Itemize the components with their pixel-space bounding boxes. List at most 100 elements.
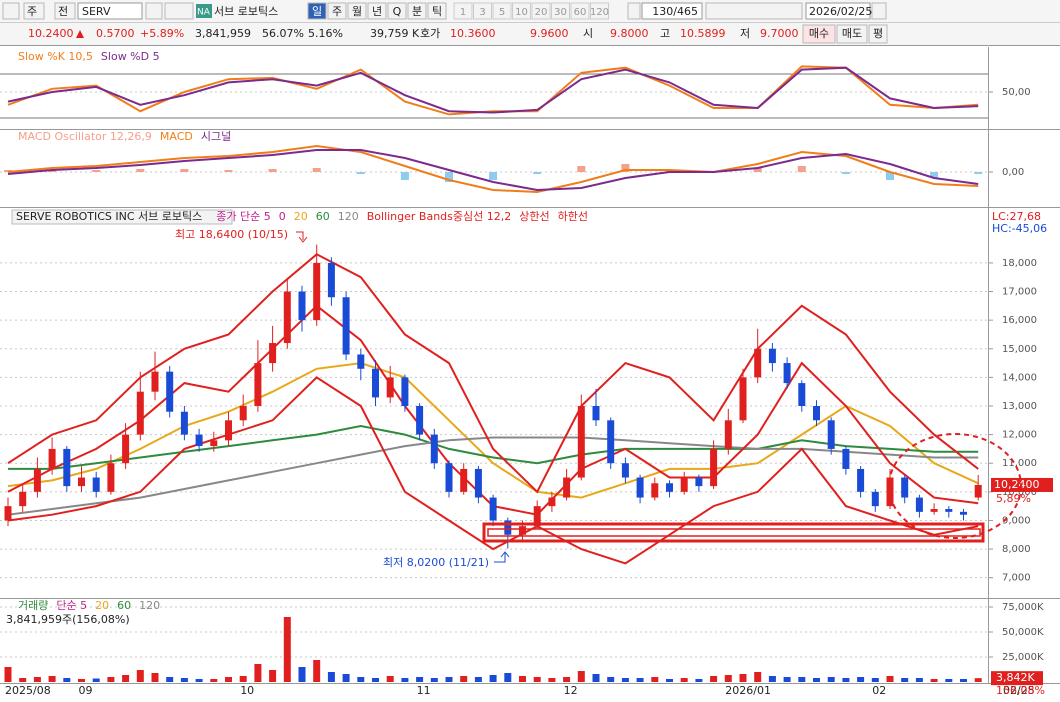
candle-body — [401, 377, 409, 406]
label: 고 — [660, 27, 670, 40]
volume-bar — [239, 676, 247, 682]
x-tick-label: 12 — [564, 684, 578, 697]
menu-icon[interactable] — [2, 2, 20, 20]
volume-bar — [63, 678, 71, 682]
volume-bar — [401, 678, 409, 682]
label: 저 — [740, 27, 750, 40]
order-button[interactable] — [802, 24, 836, 44]
order-button[interactable] — [868, 24, 888, 44]
volume-bar — [269, 670, 277, 682]
candle-body — [798, 383, 806, 406]
period-buttons: 일 주 월 년 Q 분 틱 1 3 5 10 20 30 60 120 — [307, 2, 609, 20]
market-select[interactable] — [23, 2, 45, 20]
interval-button[interactable] — [492, 2, 512, 20]
volume-bar — [19, 678, 27, 682]
legend-item: 60 — [117, 599, 131, 612]
series-line — [7, 253, 979, 494]
volume-bar — [651, 677, 659, 682]
highlight-box — [487, 528, 981, 537]
period-label: 분 — [412, 5, 422, 18]
interval-label: 120 — [590, 7, 609, 18]
candle-body — [695, 477, 703, 487]
volume-bar — [724, 675, 732, 682]
volume-bar — [78, 679, 85, 682]
period-button[interactable] — [407, 2, 427, 20]
oscillator-bar — [92, 170, 101, 172]
period-button[interactable] — [327, 2, 347, 20]
order-button[interactable] — [836, 24, 868, 44]
interval-button[interactable] — [512, 2, 531, 20]
candle-body — [710, 448, 718, 487]
candle-body — [78, 477, 85, 487]
volume-bar — [871, 678, 879, 682]
legend-item: Bollinger Bands중심선 12,2 — [367, 210, 512, 223]
period-button[interactable] — [367, 2, 387, 20]
date-box[interactable] — [805, 2, 871, 20]
volume-bar — [945, 679, 953, 682]
price: 10.2400 — [28, 27, 74, 40]
candle-body — [960, 511, 967, 515]
legend-item: 하한선 — [558, 209, 588, 223]
series-line — [7, 436, 979, 516]
label: 시 — [583, 27, 593, 40]
oscillator-bar — [533, 172, 542, 174]
candle-body — [739, 377, 747, 421]
oscillator-bar — [356, 172, 365, 174]
candle-body — [151, 371, 159, 392]
nav-buttons[interactable] — [164, 2, 194, 20]
candle-body — [592, 405, 600, 421]
volume-bar — [136, 670, 144, 682]
count-box — [641, 2, 703, 20]
candle-body — [607, 420, 615, 464]
search-button[interactable] — [145, 2, 163, 20]
candle-body — [857, 468, 865, 492]
y-tick-label: 18,000 — [1002, 258, 1037, 269]
candle-body — [930, 509, 938, 512]
last-price: 10,2400 — [994, 478, 1040, 491]
series-line — [7, 149, 979, 192]
candle-body — [666, 483, 673, 492]
legend-item: 단순 5 — [56, 599, 87, 612]
candle-body — [254, 363, 262, 406]
ratio: 5.16% — [308, 27, 343, 40]
y-tick-label: 50,00 — [1002, 87, 1031, 98]
dropdown[interactable] — [627, 2, 641, 20]
change-pct: +5.89% — [140, 27, 184, 40]
tool-icons[interactable] — [705, 2, 803, 20]
order-label: 매도 — [842, 27, 862, 40]
period-button[interactable] — [307, 2, 327, 20]
candle-body — [4, 506, 12, 521]
interval-button[interactable] — [473, 2, 492, 20]
last-volume-tag — [991, 671, 1043, 686]
interval-button[interactable] — [551, 2, 570, 20]
interval-button[interactable] — [531, 2, 551, 20]
volume-bar — [857, 677, 865, 682]
market: 주 — [27, 5, 37, 18]
candle-body — [225, 420, 232, 441]
interval-button[interactable] — [453, 2, 473, 20]
volume-bar — [107, 677, 115, 682]
amount: 39,759 K — [370, 27, 420, 40]
volume-bar — [504, 673, 512, 682]
volume-bar — [813, 678, 820, 682]
volume-bar — [636, 678, 644, 682]
low-annotation: 최저 8,0200 (11/21) — [383, 556, 489, 569]
volume-bar — [754, 672, 762, 682]
stock-name: 서브 로보틱스 — [214, 5, 278, 18]
interval-button[interactable] — [570, 2, 590, 20]
candle-body — [357, 354, 365, 369]
period-button[interactable] — [427, 2, 447, 20]
interval-button[interactable] — [590, 2, 609, 20]
volume-bar — [607, 677, 615, 682]
arrow — [296, 231, 308, 243]
volume-bar — [930, 679, 938, 682]
volume-bar — [842, 678, 850, 682]
volume-bar — [386, 676, 394, 682]
period-button[interactable] — [387, 2, 407, 20]
scope-select[interactable] — [54, 2, 76, 20]
interval-label: 5 — [499, 7, 505, 18]
period-button[interactable] — [347, 2, 367, 20]
calendar[interactable] — [871, 2, 887, 20]
symbol-input[interactable] — [77, 2, 143, 20]
volume-bar — [92, 678, 100, 682]
